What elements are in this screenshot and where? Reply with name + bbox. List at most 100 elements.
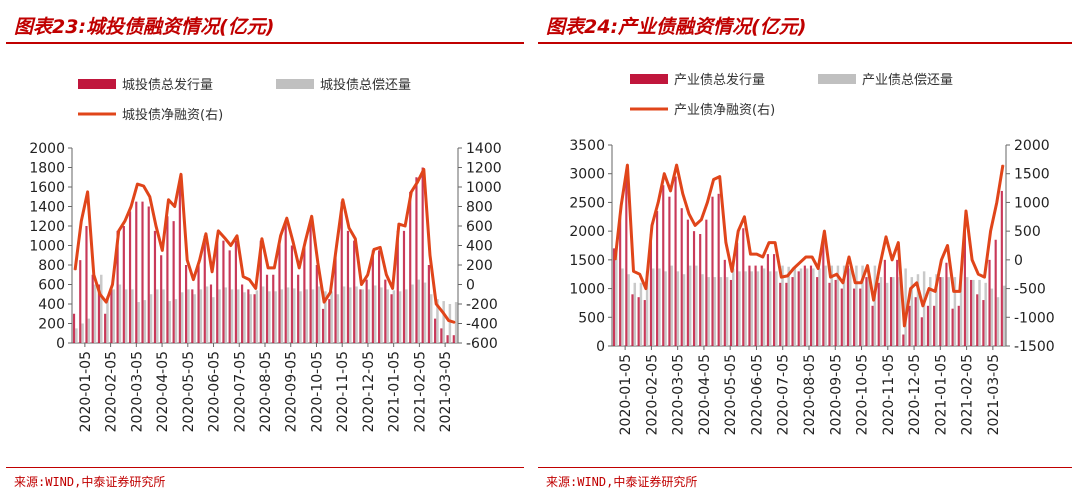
- bar-issue: [920, 317, 923, 346]
- net-point: [354, 238, 356, 240]
- net-point: [161, 249, 163, 251]
- bar-repay: [392, 290, 396, 343]
- bar-issue: [184, 265, 188, 343]
- legend-label-net: 产业债净融资(右): [674, 103, 775, 118]
- net-point: [786, 275, 789, 277]
- y-right-tick-label: 2000: [1014, 138, 1050, 154]
- bar-repay: [405, 289, 408, 343]
- net-point: [192, 279, 195, 281]
- legend-swatch-issue: [630, 74, 668, 84]
- bar-repay: [855, 265, 858, 346]
- net-point: [743, 216, 745, 218]
- bar-repay: [781, 265, 784, 346]
- bar-issue: [247, 289, 250, 343]
- x-tick-label: 2020-07-05: [232, 351, 248, 432]
- bar-issue: [902, 334, 905, 346]
- bar-repay: [910, 277, 914, 346]
- net-point: [996, 201, 998, 204]
- bar-issue: [191, 289, 194, 343]
- x-tick-label: 2020-11-05: [335, 351, 351, 432]
- net-point: [651, 224, 653, 226]
- y-right-tick-label: 200: [466, 258, 493, 274]
- title-divider: [538, 42, 1072, 44]
- bar-repay: [274, 291, 277, 343]
- bar-issue: [631, 294, 634, 346]
- x-tick-label: 2020-10-05: [310, 351, 326, 432]
- bar-issue: [135, 201, 138, 343]
- bar-repay: [947, 277, 950, 346]
- bar-repay: [676, 271, 680, 346]
- bar-issue: [643, 300, 646, 346]
- y-right-tick-label: -200: [466, 297, 498, 313]
- bar-repay: [965, 277, 969, 346]
- x-tick-label: 2020-01-05: [618, 354, 634, 435]
- net-point: [298, 267, 300, 269]
- source-note: 来源:WIND,中泰证券研究所: [14, 475, 166, 489]
- net-point: [737, 230, 739, 232]
- y-right-tick-label: 1000: [1014, 195, 1050, 211]
- source-note: 来源:WIND,中泰证券研究所: [546, 475, 698, 489]
- net-point: [706, 201, 709, 204]
- bar-repay: [652, 268, 655, 346]
- net-point: [74, 269, 76, 271]
- bar-repay: [682, 274, 686, 346]
- y-right-tick-label: -1500: [1014, 339, 1055, 355]
- bar-issue: [717, 193, 720, 346]
- bar-issue: [278, 240, 281, 343]
- y-right-tick-label: 0: [1014, 253, 1023, 269]
- bar-issue: [976, 294, 979, 346]
- y-right-tick-label: -1000: [1014, 310, 1055, 326]
- bar-repay: [664, 271, 667, 346]
- series-net-line: [73, 167, 456, 324]
- bar-repay: [885, 282, 889, 346]
- bar-issue: [147, 206, 150, 343]
- net-point: [854, 282, 856, 284]
- bar-issue: [85, 226, 88, 343]
- bar-issue: [877, 282, 880, 346]
- bar-repay: [355, 286, 358, 343]
- bar-issue: [754, 265, 757, 346]
- bar-issue: [297, 274, 300, 343]
- bar-repay: [81, 323, 84, 343]
- bar-repay: [861, 265, 864, 346]
- bar-issue: [141, 201, 144, 343]
- x-tick-label: 2020-03-05: [671, 354, 687, 435]
- bar-issue: [353, 240, 356, 343]
- net-point: [669, 190, 672, 192]
- bar-repay: [615, 248, 618, 346]
- bar-issue: [662, 185, 665, 346]
- net-point: [780, 276, 782, 278]
- bar-issue: [178, 182, 181, 343]
- net-point: [909, 287, 912, 290]
- y-left-tick-label: 800: [38, 258, 65, 274]
- bar-issue: [91, 274, 94, 343]
- legend-label-repay: 城投债总偿还量: [320, 77, 411, 93]
- y-right-tick-label: 500: [1014, 224, 1041, 240]
- bar-repay: [972, 279, 975, 346]
- bar-issue: [797, 271, 800, 346]
- net-point: [385, 274, 388, 276]
- net-point: [688, 213, 690, 215]
- bar-repay: [280, 289, 284, 343]
- net-point: [694, 224, 696, 226]
- net-point: [360, 283, 363, 286]
- net-point: [663, 173, 665, 175]
- bar-issue: [951, 308, 954, 346]
- bar-issue: [1000, 190, 1003, 346]
- net-point: [149, 196, 151, 198]
- bar-repay: [398, 291, 402, 343]
- net-point: [211, 271, 213, 273]
- bar-repay: [93, 284, 97, 343]
- bar-issue: [334, 255, 337, 343]
- x-tick-label: 2020-05-05: [723, 354, 739, 435]
- net-point: [756, 253, 758, 255]
- bar-repay: [205, 286, 209, 343]
- bar-issue: [619, 213, 622, 346]
- x-tick-label: 2020-04-05: [697, 354, 713, 435]
- bar-repay: [812, 268, 815, 346]
- net-point: [410, 191, 412, 193]
- bar-repay: [929, 277, 932, 346]
- bar-issue: [846, 265, 850, 346]
- bar-issue: [79, 260, 82, 343]
